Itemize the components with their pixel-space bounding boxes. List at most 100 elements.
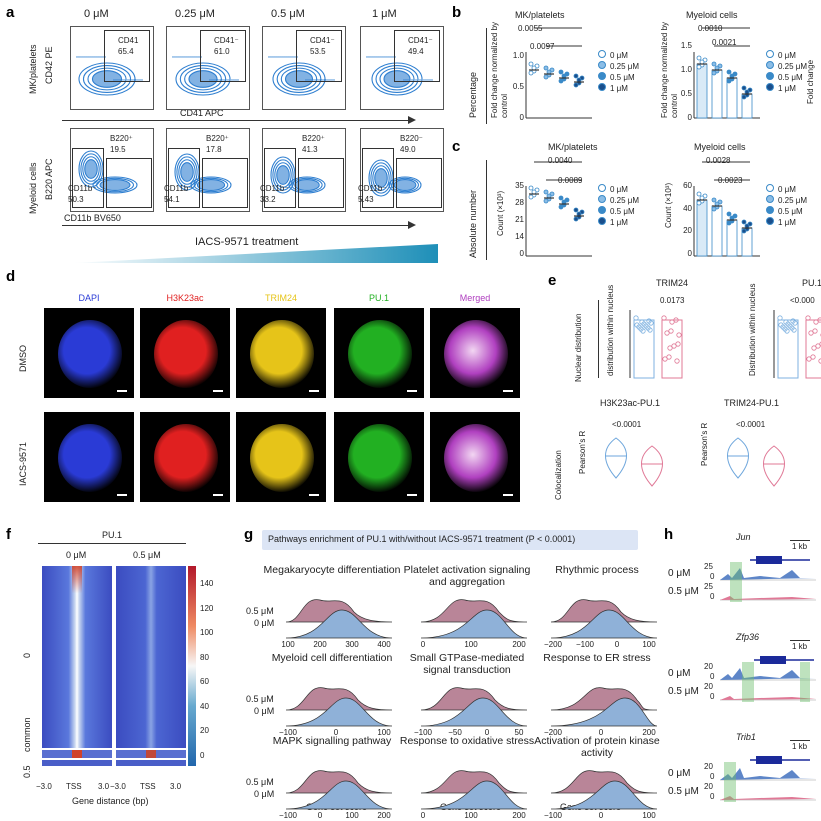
b-left-plot <box>525 27 592 119</box>
b-left-legend-text-0: 0 μM <box>610 51 628 60</box>
c-left-legend-text-1: 0.25 μM <box>610 196 640 205</box>
d-row-dmso: DMSO <box>18 345 28 372</box>
g-tick-5-1: 0 <box>598 728 604 737</box>
g-title-3: Myeloid cell differentiation <box>271 652 393 664</box>
e-h3pu1-plot <box>605 437 663 487</box>
b-right-legend-swatch-0 <box>766 50 774 58</box>
h-gene-model-1 <box>754 656 814 664</box>
g-ridge-0 <box>285 599 393 639</box>
facs-contour-row1-1 <box>172 56 239 96</box>
g-rowlabel-control-0: 0 μM <box>254 618 275 628</box>
h-row0-label-2: 0 μM <box>668 768 691 779</box>
g-tick-6-0: −100 <box>278 811 298 820</box>
c-right-legend-swatch-3 <box>766 217 774 225</box>
f-col-1: 0.5 μM <box>133 550 161 560</box>
e-h3pu1-ylabel: Pearson's R <box>578 430 587 474</box>
d-micrograph-1-0 <box>44 412 134 502</box>
b-left-point-0-0 <box>528 61 534 67</box>
c-left-point-1-3 <box>543 198 549 204</box>
h-scalebar-0 <box>790 540 810 541</box>
e-pu1-bar-1 <box>805 319 821 379</box>
d-nucleus-1-2 <box>250 424 314 492</box>
h-y1-1: 0 <box>710 672 715 681</box>
e-trim24-point-0-7 <box>634 322 640 328</box>
h-scale-2: 1 kb <box>792 742 808 751</box>
h-scalebar-2 <box>790 740 810 741</box>
f-xtick-0: −3.0 <box>36 782 52 791</box>
c-right-legend-item-0: 0 μM <box>766 184 807 195</box>
e-pu1-point-1-10 <box>811 345 817 351</box>
g-rowlabel-treated-3: 0.5 μM <box>246 694 274 704</box>
g-title-8: Activation of protein kinase activity <box>534 735 660 759</box>
f-cbar-tick-5: 40 <box>200 701 209 711</box>
g-ridge-8 <box>550 770 658 810</box>
f-cbar-tick-7: 0 <box>200 750 205 760</box>
c-left-point-2-0 <box>558 195 564 201</box>
facs-upper-label-row2-2: B220⁺ <box>302 134 325 143</box>
facs-lower-value-row2-1: 54.1 <box>164 195 180 204</box>
d-scalebar-1-2 <box>309 494 319 496</box>
b-right-point-1-3 <box>711 70 717 76</box>
row1-group-label: MK/platelets <box>28 44 38 94</box>
e-trimpu1-pval: <0.0001 <box>736 420 766 429</box>
g-curve-treated-4 <box>420 687 528 711</box>
b-right-legend-item-2: 0.5 μM <box>766 72 807 83</box>
b-right-point-1-0 <box>711 61 717 67</box>
e-trimpu1-plot <box>727 437 785 487</box>
g-tick-4-0: −100 <box>413 728 433 737</box>
g-ridge-1 <box>420 599 528 639</box>
facs-value-row1-0: 65.4 <box>118 47 134 56</box>
b-left-legend-swatch-1 <box>598 61 606 69</box>
f-title-rule <box>38 543 186 544</box>
facs-plot-row1-3 <box>360 26 444 110</box>
facs-contour-row2-2 <box>270 156 326 194</box>
d-header-merged: Merged <box>459 293 491 303</box>
g-tick-4-2: 0 <box>484 728 490 737</box>
d-micrograph-1-1 <box>140 412 230 502</box>
g-ridge-host-4 <box>419 680 529 735</box>
e-trim24-point-0-0 <box>633 315 639 321</box>
c-left-plot <box>525 161 592 257</box>
g-ridge-2 <box>550 599 658 639</box>
c-left-p1: 0.0040 <box>548 156 573 165</box>
g-curve-control-5 <box>550 697 658 727</box>
e-pu1-point-1-3 <box>810 354 816 360</box>
b-right-point-3-0 <box>741 85 747 91</box>
g-tick-0-0: 100 <box>281 640 295 649</box>
c-right-point-0-0 <box>696 191 702 197</box>
c-right-p2: 0.0023 <box>718 176 743 185</box>
f-x-label: Gene distance (bp) <box>72 796 149 806</box>
c-left-legend: 0 μM 0.25 μM 0.5 μM 1 μM <box>598 184 639 228</box>
facs-upper-label-row2-0: B220⁺ <box>110 134 133 143</box>
b-left-point-1-0 <box>543 65 549 71</box>
h-y3-2: 0 <box>710 792 715 801</box>
g-tick-8-1: 0 <box>598 811 604 820</box>
g-title-0: Megakaryocyte differentiation <box>263 564 401 576</box>
g-curve-treated-1 <box>420 599 528 623</box>
c-right-bar-2 <box>726 219 738 257</box>
g-tick-7-0: 0 <box>420 811 426 820</box>
f-cbar-tick-4: 60 <box>200 677 209 686</box>
facs-plot-row1-2 <box>262 26 346 110</box>
d-micrograph-0-4 <box>430 308 520 398</box>
b-left-legend-text-1: 0.25 μM <box>610 62 640 71</box>
h-y2-2: 20 <box>704 782 713 791</box>
h-gene-model-0 <box>750 556 810 564</box>
c-right-legend-item-3: 1 μM <box>766 217 807 228</box>
g-curve-control-8 <box>550 780 658 810</box>
g-title-7: Response to oxidative stress <box>399 735 535 747</box>
c-right-point-1-0 <box>711 197 717 203</box>
f-title: PU.1 <box>102 530 123 540</box>
facs-gate-row1-0 <box>104 30 150 82</box>
c-left-point-0-3 <box>528 194 534 200</box>
g-tick-1-0: 0 <box>420 640 426 649</box>
g-curve-treated-7 <box>420 770 528 794</box>
g-curve-control-6 <box>285 780 393 810</box>
g-ridge-4 <box>420 687 528 727</box>
facs-gate-label-row1-2: CD41⁻ <box>310 36 335 45</box>
row1-y-axis: CD42 PE <box>44 46 54 84</box>
c-right-ytick-2: 20 <box>683 226 692 236</box>
c-left-ytick-4: 0 <box>519 249 524 258</box>
facs-value-row1-2: 53.5 <box>310 47 326 56</box>
facs-upper-label-row2-1: B220⁺ <box>206 134 229 143</box>
